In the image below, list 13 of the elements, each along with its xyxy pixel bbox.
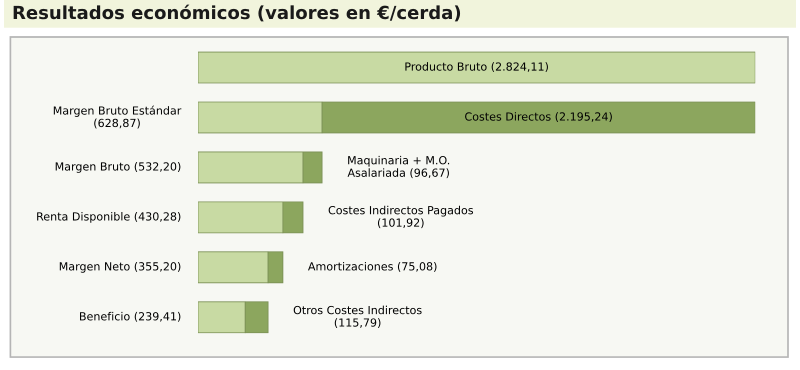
data-label: Renta Disponible (430,28) xyxy=(37,212,180,223)
data-label: Margen Neto (355,20) xyxy=(60,262,180,273)
data-label: Margen Bruto Estándar (628,87) xyxy=(54,106,182,128)
data-label: Otros Costes Indirectos (115,79) xyxy=(294,306,422,328)
bar xyxy=(198,52,756,84)
data-label: Beneficio (239,41) xyxy=(80,312,180,322)
data-label: Amortizaciones (75,08) xyxy=(308,262,436,272)
chart-title: Resultados económicos (valores en €/cerda) xyxy=(14,4,460,22)
data-label: Margen Bruto (532,20) xyxy=(56,162,180,173)
data-label: Producto Bruto (2.824,11) xyxy=(405,62,548,72)
data-label: Maquinaria + M.O. Asalariada (96,67) xyxy=(348,156,450,178)
data-label: Costes Indirectos Pagados (101,92) xyxy=(328,206,474,228)
data-label: Costes Directos (2.195,24) xyxy=(465,112,612,122)
